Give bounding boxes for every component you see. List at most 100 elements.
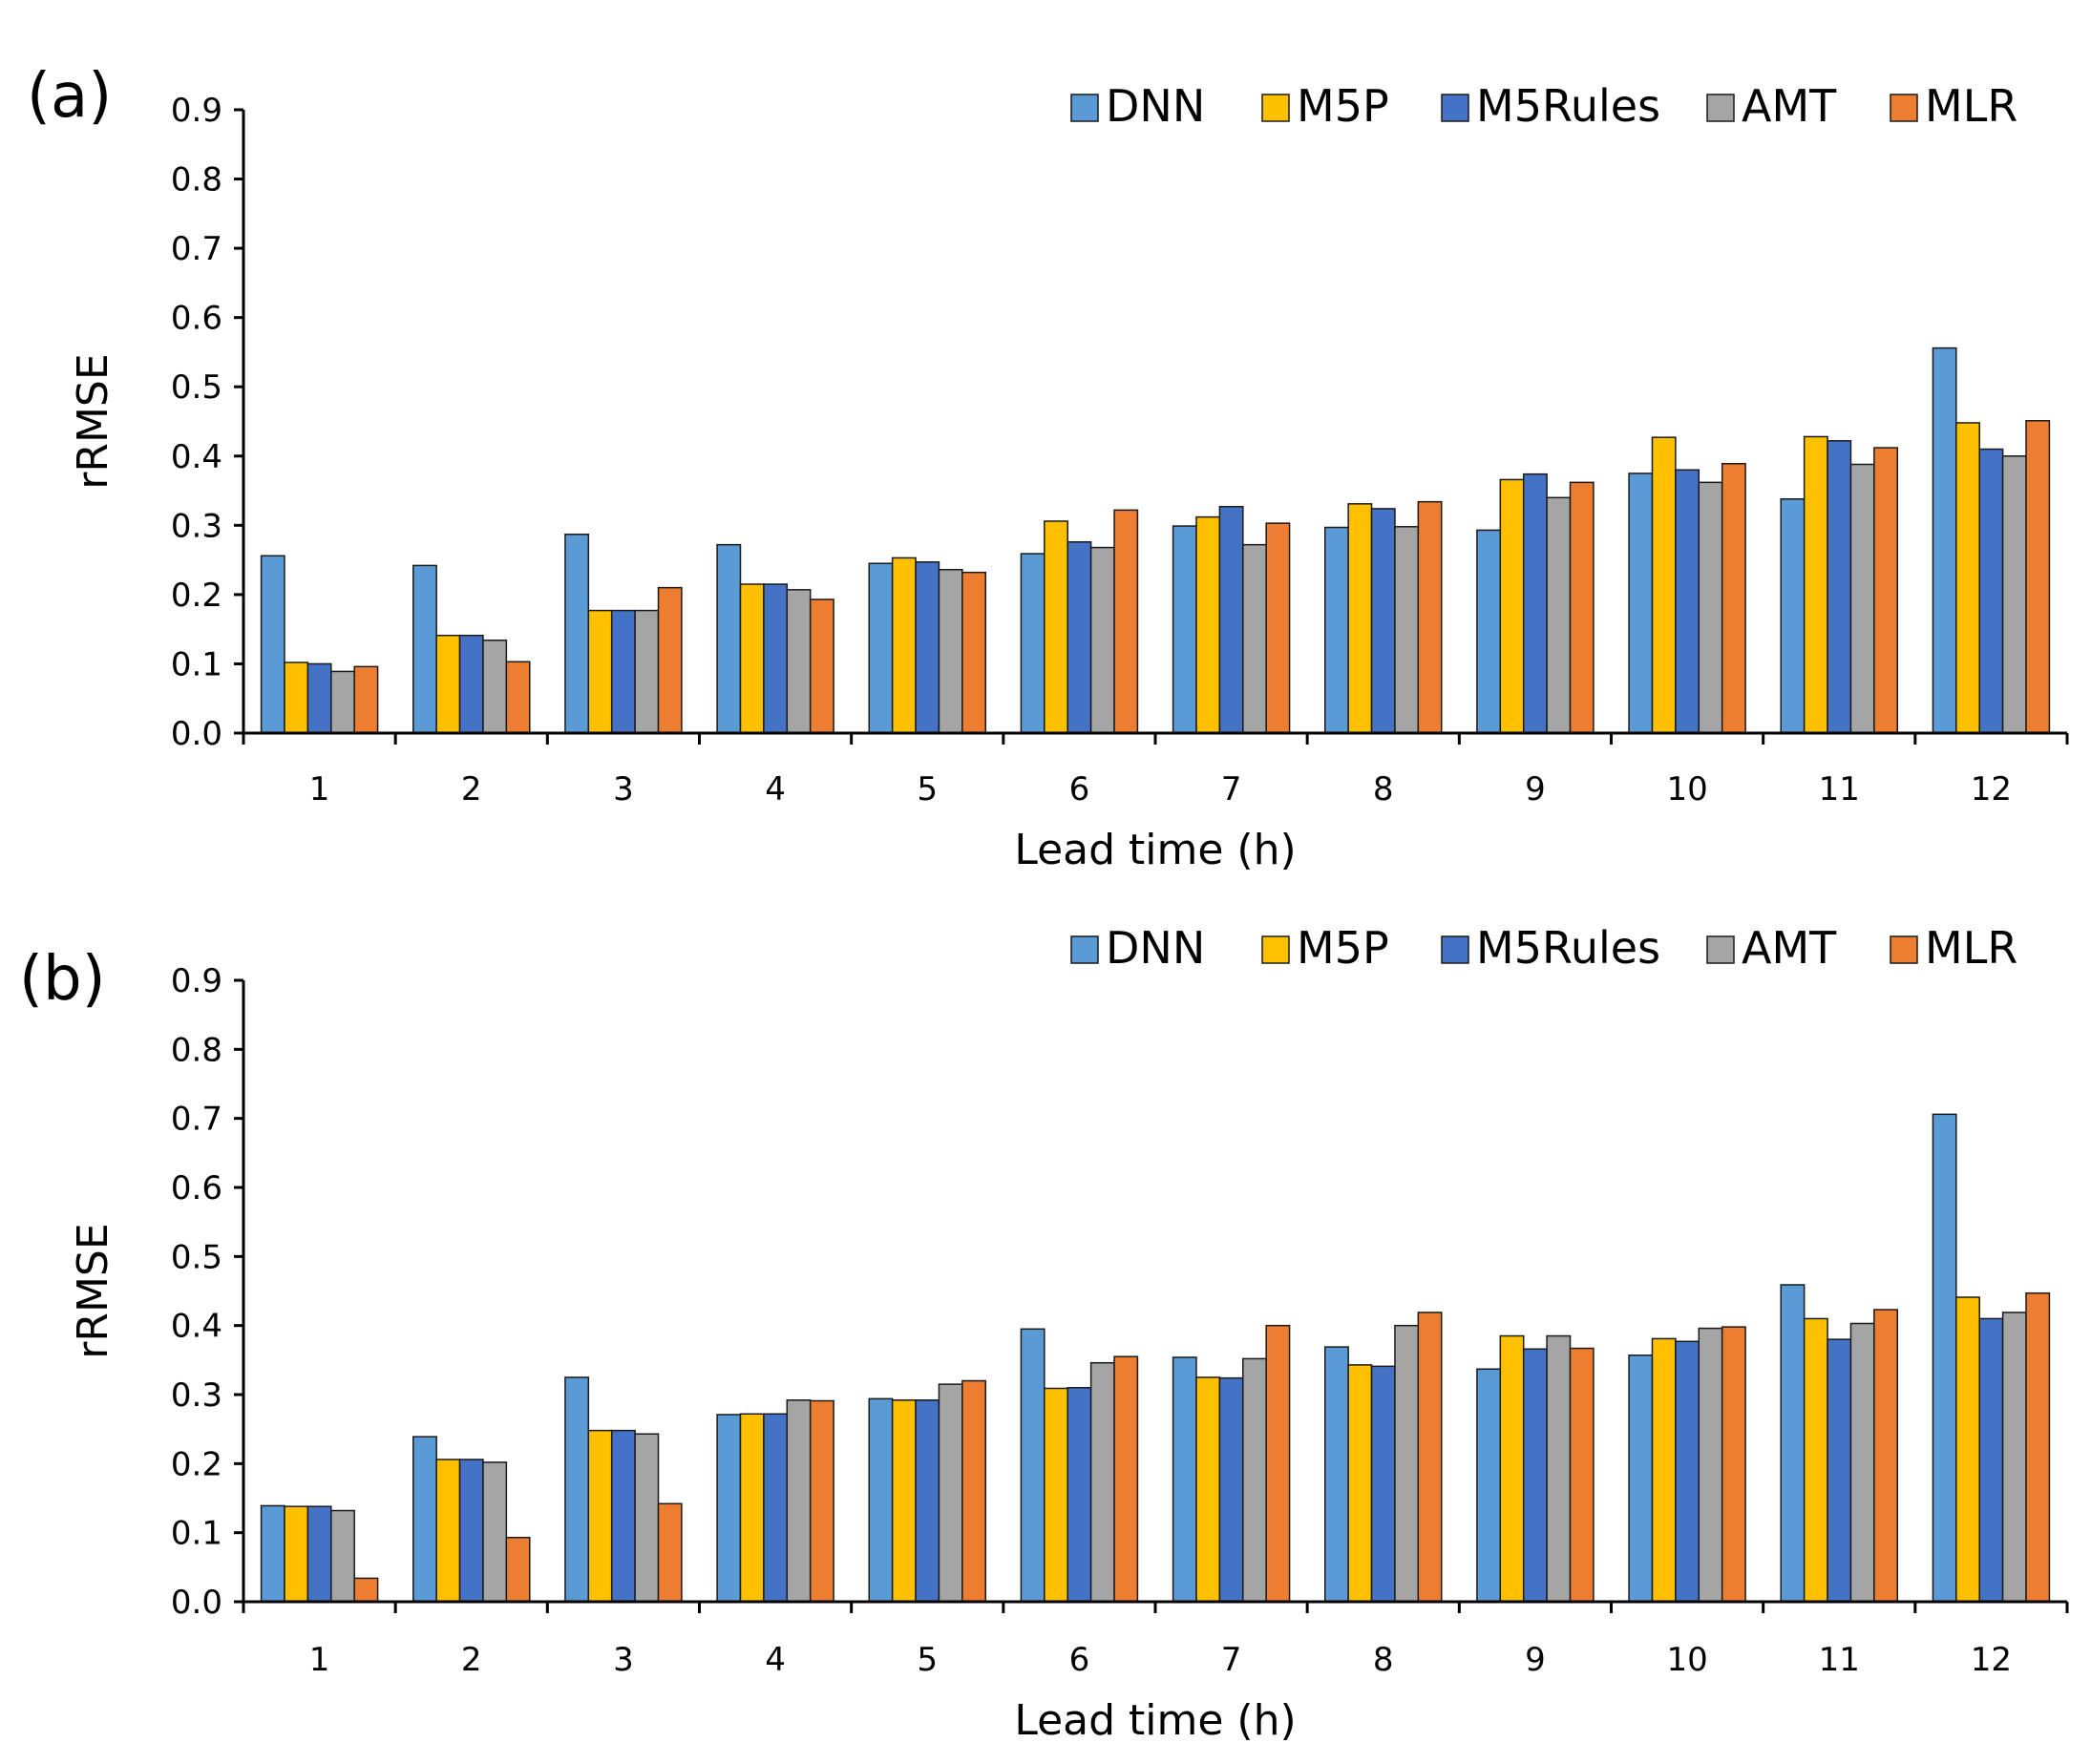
bar-amt-12 — [2001, 1312, 2027, 1603]
x-axis-title: Lead time (h) — [1014, 826, 1296, 874]
bar-dnn-5 — [868, 562, 894, 734]
bar-m5rules-10 — [1675, 1340, 1700, 1603]
bar-dnn-3 — [564, 1376, 590, 1603]
x-tick-label: 11 — [1819, 1641, 1860, 1679]
y-tick-label: 0.3 — [171, 507, 222, 545]
bar-dnn-10 — [1628, 472, 1654, 734]
bar-mlr-7 — [1265, 1324, 1291, 1603]
bar-m5rules-12 — [1978, 448, 2004, 734]
bar-m5p-5 — [891, 1399, 917, 1603]
legend-swatch-dnn — [1070, 94, 1099, 122]
bar-mlr-6 — [1113, 509, 1139, 734]
bar-amt-7 — [1242, 1357, 1267, 1603]
bar-m5p-12 — [1955, 1296, 1980, 1603]
bar-dnn-2 — [412, 1436, 437, 1603]
bar-dnn-12 — [1932, 1113, 1957, 1603]
y-tick-label: 0.2 — [171, 1445, 222, 1483]
bar-mlr-1 — [353, 665, 379, 734]
bar-m5rules-6 — [1067, 540, 1092, 734]
bar-mlr-3 — [657, 586, 683, 734]
x-tick-label: 6 — [1069, 1641, 1090, 1679]
bar-amt-4 — [786, 589, 812, 734]
bar-dnn-6 — [1020, 1328, 1046, 1603]
legend-swatch-dnn — [1070, 935, 1099, 964]
bar-dnn-3 — [564, 534, 590, 734]
bar-m5p-7 — [1195, 1376, 1221, 1603]
bar-dnn-1 — [260, 555, 285, 734]
y-tick-label: 0.0 — [171, 1584, 222, 1622]
bar-m5rules-9 — [1522, 472, 1548, 734]
x-tick-label: 6 — [1069, 770, 1090, 808]
y-tick-label: 0.4 — [171, 1308, 222, 1346]
x-tick-label: 5 — [917, 770, 938, 808]
y-axis-title: rRMSE — [69, 1223, 117, 1358]
x-tick-label: 10 — [1666, 770, 1707, 808]
bar-mlr-3 — [657, 1502, 683, 1603]
bar-m5rules-2 — [458, 1459, 484, 1603]
bar-amt-12 — [2001, 455, 2027, 734]
x-tick-label: 5 — [917, 1641, 938, 1679]
bar-amt-5 — [938, 1383, 963, 1603]
bar-m5rules-3 — [610, 609, 636, 734]
x-tick-label: 3 — [613, 1641, 634, 1679]
x-tick-label: 7 — [1221, 770, 1242, 808]
y-tick-label: 0.6 — [171, 1169, 222, 1208]
x-tick-label: 4 — [765, 1641, 786, 1679]
bar-mlr-10 — [1721, 1326, 1746, 1603]
y-tick-label: 0.1 — [171, 1515, 222, 1553]
bar-amt-7 — [1242, 543, 1267, 734]
bar-m5p-4 — [739, 1413, 765, 1603]
x-tick-label: 8 — [1373, 1641, 1394, 1679]
bar-m5p-9 — [1499, 1334, 1525, 1603]
bar-mlr-8 — [1417, 500, 1443, 734]
y-tick-label: 0.0 — [171, 715, 222, 753]
bar-amt-8 — [1394, 526, 1420, 734]
bar-mlr-11 — [1873, 447, 1898, 734]
bar-m5p-2 — [435, 1459, 461, 1603]
bar-amt-6 — [1089, 546, 1115, 734]
bar-m5rules-8 — [1370, 1365, 1396, 1603]
bar-m5p-10 — [1651, 436, 1677, 734]
legend-swatch-m5rules — [1441, 94, 1469, 122]
x-tick-label: 1 — [309, 1641, 330, 1679]
x-tick-label: 3 — [613, 770, 634, 808]
bar-m5rules-5 — [915, 561, 940, 734]
bar-dnn-5 — [868, 1397, 894, 1603]
legend-label-amt: AMT — [1742, 922, 1837, 974]
legend-label-m5p: M5P — [1297, 922, 1389, 974]
bar-amt-5 — [938, 569, 963, 734]
legend: DNN M5P M5Rules AMT MLR — [1070, 922, 2017, 974]
y-tick-label: 0.3 — [171, 1376, 222, 1415]
bar-mlr-12 — [2025, 1292, 2051, 1603]
panel-label: (a) — [27, 61, 112, 132]
bar-amt-3 — [634, 1433, 660, 1603]
legend-label-mlr: MLR — [1925, 922, 2017, 974]
bar-mlr-5 — [961, 571, 986, 734]
bar-m5rules-7 — [1218, 505, 1244, 734]
y-tick-label: 0.7 — [171, 1101, 222, 1139]
legend-swatch-m5p — [1261, 935, 1290, 964]
bar-amt-2 — [482, 640, 508, 734]
bar-m5p-12 — [1955, 422, 1980, 734]
bar-dnn-6 — [1020, 553, 1046, 734]
bar-mlr-6 — [1113, 1355, 1139, 1603]
bar-m5p-1 — [284, 662, 309, 734]
legend-label-m5rules: M5Rules — [1476, 922, 1660, 974]
legend: DNN M5P M5Rules AMT MLR — [1070, 80, 2017, 132]
legend-swatch-m5rules — [1441, 935, 1469, 964]
bar-amt-9 — [1546, 1334, 1572, 1603]
y-tick-label: 0.6 — [171, 300, 222, 338]
bar-m5rules-3 — [610, 1429, 636, 1603]
bar-m5rules-4 — [763, 583, 789, 734]
y-tick-label: 0.5 — [171, 1238, 222, 1276]
bar-mlr-7 — [1265, 522, 1291, 734]
legend-swatch-m5p — [1261, 94, 1290, 122]
bar-dnn-11 — [1780, 1284, 1806, 1603]
x-tick-label: 11 — [1819, 770, 1860, 808]
x-tick-label: 12 — [1971, 770, 2012, 808]
bar-dnn-8 — [1324, 1346, 1349, 1603]
bar-m5p-8 — [1347, 503, 1373, 734]
x-tick-label: 12 — [1971, 1641, 2012, 1679]
legend-label-amt: AMT — [1742, 80, 1837, 132]
